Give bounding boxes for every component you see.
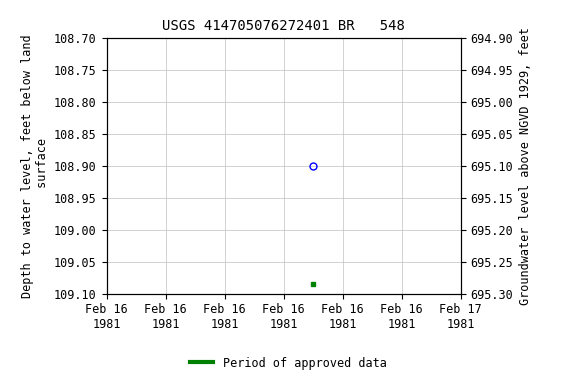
Y-axis label: Depth to water level, feet below land
 surface: Depth to water level, feet below land su… bbox=[21, 34, 48, 298]
Title: USGS 414705076272401 BR   548: USGS 414705076272401 BR 548 bbox=[162, 19, 405, 33]
Legend: Period of approved data: Period of approved data bbox=[185, 352, 391, 374]
Y-axis label: Groundwater level above NGVD 1929, feet: Groundwater level above NGVD 1929, feet bbox=[519, 27, 532, 305]
